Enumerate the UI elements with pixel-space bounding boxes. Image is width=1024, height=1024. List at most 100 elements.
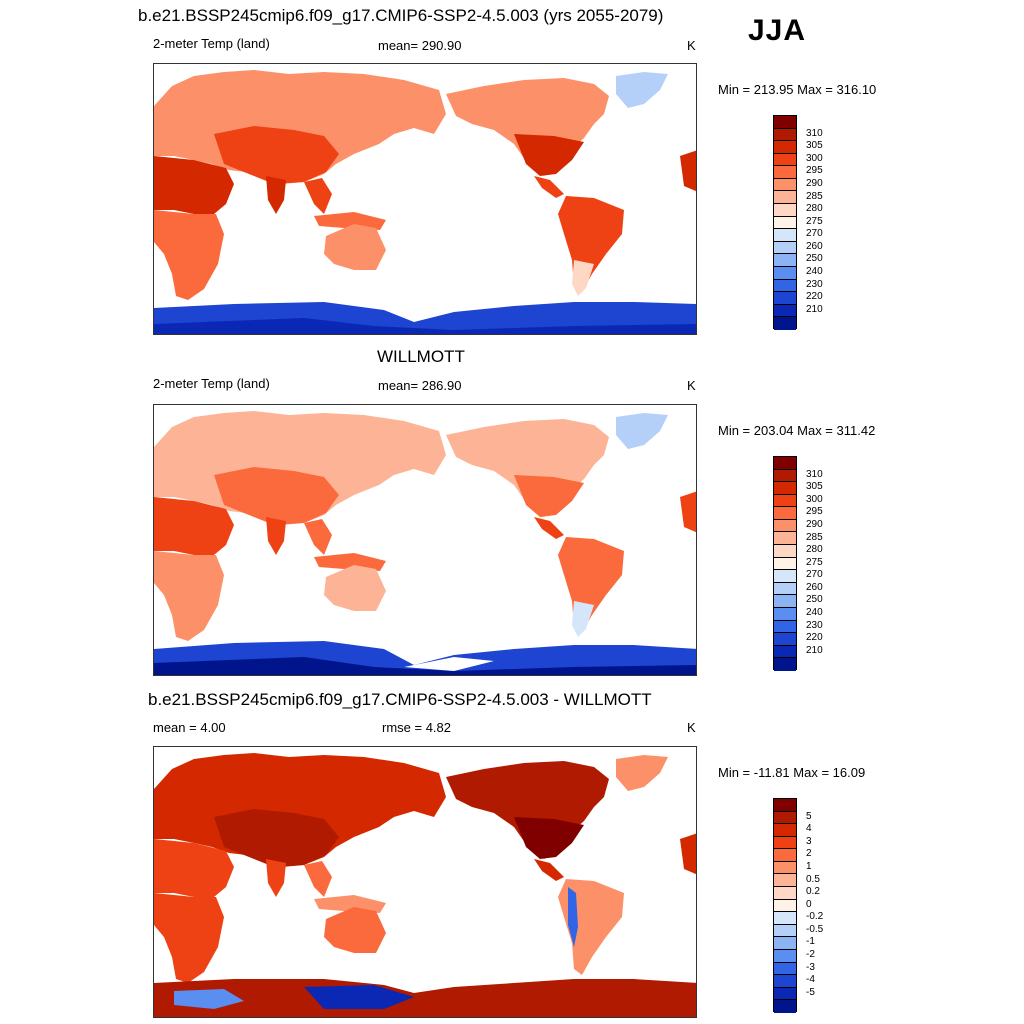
colorbar-tick-label: 230	[806, 619, 823, 631]
panel-2-variable-label: 2-meter Temp (land)	[153, 376, 270, 391]
colorbar-swatch	[774, 633, 796, 646]
colorbar-tick-label: 280	[806, 203, 823, 215]
colorbar-swatch	[774, 582, 796, 596]
land-africa	[154, 551, 224, 641]
colorbar-swatch	[774, 116, 796, 129]
land-south-america	[558, 879, 624, 975]
panel-3-mean-label: mean = 4.00	[153, 720, 226, 735]
colorbar-swatch	[774, 962, 796, 976]
panel-3-title: b.e21.BSSP245cmip6.f09_g17.CMIP6-SSP2-4.…	[148, 690, 652, 709]
colorbar-tick-label: 275	[806, 215, 823, 227]
colorbar-swatch	[774, 924, 796, 938]
land-usa	[514, 817, 584, 859]
colorbar-tick-label: 270	[806, 569, 823, 581]
colorbar-swatch	[774, 658, 796, 671]
colorbar-swatch	[774, 266, 796, 280]
colorbar-swatch	[774, 912, 796, 925]
land-india	[266, 176, 286, 214]
panel-1-units-label: K	[687, 38, 696, 53]
colorbar-swatch	[774, 811, 796, 825]
panel-3-minmax-label: Min = -11.81 Max = 16.09	[718, 765, 866, 780]
colorbar-tick-label: 240	[806, 266, 823, 278]
colorbar-swatch	[774, 494, 796, 508]
colorbar-tick-label: 295	[806, 506, 823, 518]
panel-2-minmax-label: Min = 203.04 Max = 311.42	[718, 423, 876, 438]
colorbar-tick-label: 270	[806, 228, 823, 240]
colorbar-swatch	[774, 469, 796, 483]
colorbar-tick-label: 285	[806, 190, 823, 202]
colorbar-swatch	[774, 570, 796, 583]
colorbar-swatch	[774, 937, 796, 950]
colorbar-swatch	[774, 128, 796, 142]
panel-2-mean-label: mean= 286.90	[378, 378, 462, 393]
colorbar-swatch	[774, 620, 796, 634]
colorbar-tick-label: 260	[806, 240, 823, 252]
colorbar-tick-label: 260	[806, 581, 823, 593]
colorbar-tick-label: 280	[806, 544, 823, 556]
colorbar-tick-label: 0.5	[806, 873, 820, 885]
colorbar-swatch	[774, 824, 796, 837]
colorbar-swatch	[774, 141, 796, 154]
land-australia	[324, 224, 386, 270]
colorbar-tick-label: 290	[806, 518, 823, 530]
antarctica-cool-patch-2	[174, 989, 244, 1009]
colorbar-swatch	[774, 191, 796, 205]
colorbar-swatch	[774, 204, 796, 217]
colorbar-tick-label: 220	[806, 291, 823, 303]
colorbar-tick-label: 310	[806, 468, 823, 480]
land-se-asia	[304, 519, 332, 555]
panel-3-units-label: K	[687, 720, 696, 735]
land-se-asia	[304, 178, 332, 214]
land-andes-cool-streak	[568, 887, 578, 947]
colorbar-swatch	[774, 861, 796, 875]
land-west-africa-right	[680, 150, 696, 192]
colorbar-swatch	[774, 987, 796, 1001]
land-antarctica-interior	[154, 657, 696, 675]
colorbar-tick-label: 220	[806, 632, 823, 644]
panel-3-map-svg	[154, 753, 696, 1017]
colorbar-swatch	[774, 292, 796, 305]
colorbar-swatch	[774, 887, 796, 900]
colorbar-swatch	[774, 279, 796, 293]
colorbar-swatch	[774, 595, 796, 608]
land-greenland	[616, 755, 668, 791]
panel-1-minmax-label: Min = 213.95 Max = 316.10	[718, 82, 877, 97]
land-north-africa	[154, 156, 234, 214]
panel-2-map-svg	[154, 411, 696, 675]
colorbar-swatch	[774, 849, 796, 862]
colorbar-swatch	[774, 519, 796, 533]
land-india	[266, 517, 286, 555]
colorbar-swatch	[774, 975, 796, 988]
land-usa	[514, 475, 584, 517]
colorbar-swatch	[774, 949, 796, 963]
colorbar-tick-label: 290	[806, 177, 823, 189]
colorbar-tick-label: 275	[806, 556, 823, 568]
land-south-america	[558, 537, 624, 633]
colorbar-tick-label: 0.2	[806, 886, 820, 898]
colorbar-swatch	[774, 836, 796, 850]
panel-1-variable-label: 2-meter Temp (land)	[153, 36, 270, 51]
land-west-africa-right	[680, 491, 696, 533]
land-indonesia	[314, 895, 386, 913]
colorbar-swatch	[774, 545, 796, 558]
colorbar-swatch	[774, 317, 796, 330]
panel-2-units-label: K	[687, 378, 696, 393]
colorbar-tick-label: 310	[806, 127, 823, 139]
land-asia-warm	[214, 126, 339, 184]
panel-1-map	[153, 63, 697, 335]
land-australia	[324, 565, 386, 611]
land-indonesia	[314, 212, 386, 230]
colorbar-tick-label: 240	[806, 607, 823, 619]
land-antarctica	[154, 979, 696, 1017]
land-central-america	[534, 517, 564, 539]
colorbar-tick-label: -0.5	[806, 923, 824, 935]
land-north-africa	[154, 497, 234, 555]
panel-1-colorbar	[773, 115, 797, 330]
panel-2-colorbar	[773, 456, 797, 671]
colorbar-swatch	[774, 304, 796, 318]
colorbar-tick-label: 2	[806, 848, 812, 860]
colorbar-tick-label: -4	[806, 974, 815, 986]
panel-2-map	[153, 404, 697, 676]
colorbar-swatch	[774, 166, 796, 179]
colorbar-swatch	[774, 241, 796, 255]
